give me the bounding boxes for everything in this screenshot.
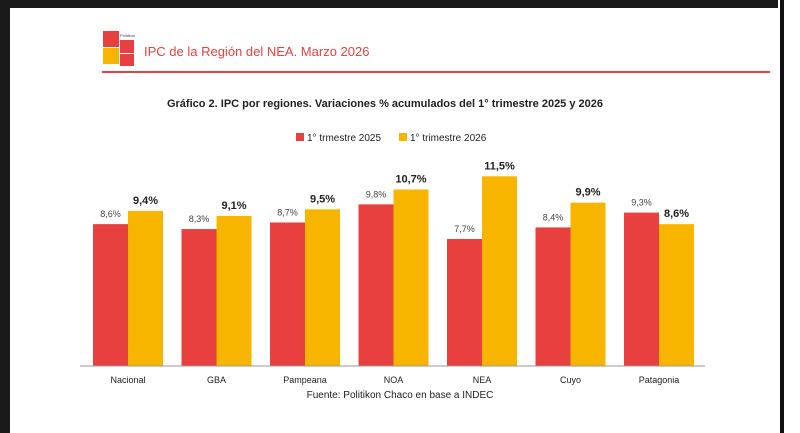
- category-label: NEA: [473, 375, 492, 385]
- bar-cuyo-1: [535, 227, 571, 366]
- bar-noa-2: [393, 189, 429, 366]
- bar-cuyo-2: [570, 202, 606, 366]
- category-label: Patagonia: [639, 375, 680, 385]
- bar-pampeana-1: [270, 222, 305, 366]
- data-label: 7,7%: [454, 224, 475, 234]
- logo-square: [120, 54, 134, 66]
- category-label: Cuyo: [560, 375, 581, 385]
- logo-square: [103, 48, 119, 64]
- data-label: 9,4%: [133, 195, 158, 207]
- bar-nacional-1: [93, 224, 128, 366]
- legend-label-2: 1° trimestre 2026: [410, 133, 487, 144]
- bar-patagonia-2: [659, 224, 694, 366]
- legend-swatch-2: [399, 133, 407, 141]
- data-label: 11,5%: [484, 160, 515, 172]
- bar-nacional-2: [128, 210, 163, 366]
- legend-swatch-1: [296, 133, 304, 141]
- category-label: Pampeana: [283, 375, 327, 385]
- data-label: 8,3%: [189, 214, 210, 224]
- header-title: IPC de la Región del NEA. Marzo 2026: [144, 44, 370, 59]
- bar-gba-2: [216, 215, 252, 366]
- category-label: GBA: [207, 375, 226, 385]
- bar-nea-2: [482, 176, 517, 366]
- right-edge-bar: [780, 0, 784, 433]
- data-label: 9,1%: [221, 200, 246, 212]
- chart-title: Gráfico 2. IPC por regiones. Variaciones…: [167, 98, 603, 110]
- logo-square: [103, 31, 119, 47]
- legend: 1° trmestre 2025 1° trimestre 2026: [296, 133, 487, 144]
- right-edge: [778, 0, 800, 433]
- data-label: 9,8%: [366, 189, 387, 199]
- data-label: 8,6%: [100, 209, 121, 219]
- logo-text: Politikon: [120, 33, 136, 38]
- category-labels: Nacional GBA Pampeana NOA NEA Cuyo Patagonia: [110, 375, 679, 385]
- bar-noa-1: [358, 204, 394, 366]
- data-label: 9,3%: [631, 198, 652, 208]
- logo-square: [120, 40, 134, 53]
- data-label: 8,6%: [664, 208, 689, 220]
- data-label: 10,7%: [395, 173, 426, 185]
- data-label: 9,9%: [575, 187, 600, 199]
- window-top-strip: [0, 0, 800, 8]
- politikon-logo: Politikon: [103, 31, 137, 66]
- data-label: 8,4%: [543, 212, 564, 222]
- category-label: Nacional: [110, 375, 145, 385]
- bar-pampeana-2: [305, 209, 340, 366]
- data-label: 9,5%: [310, 193, 335, 205]
- legend-label-1: 1° trmestre 2025: [307, 133, 381, 144]
- bar-gba-1: [181, 229, 217, 366]
- bars: 8,6% 9,4% 8,3% 9,1% 8,7% 9,5% 9,8% 10,7% 7,7% 11,…: [93, 160, 694, 366]
- header-rule: [102, 71, 770, 73]
- bar-patagonia-1: [624, 212, 659, 366]
- bar-nea-1: [447, 238, 482, 366]
- category-label: NOA: [384, 375, 404, 385]
- data-label: 8,7%: [277, 207, 298, 217]
- source-note: Fuente: Politikon Chaco en base a INDEC: [307, 390, 494, 401]
